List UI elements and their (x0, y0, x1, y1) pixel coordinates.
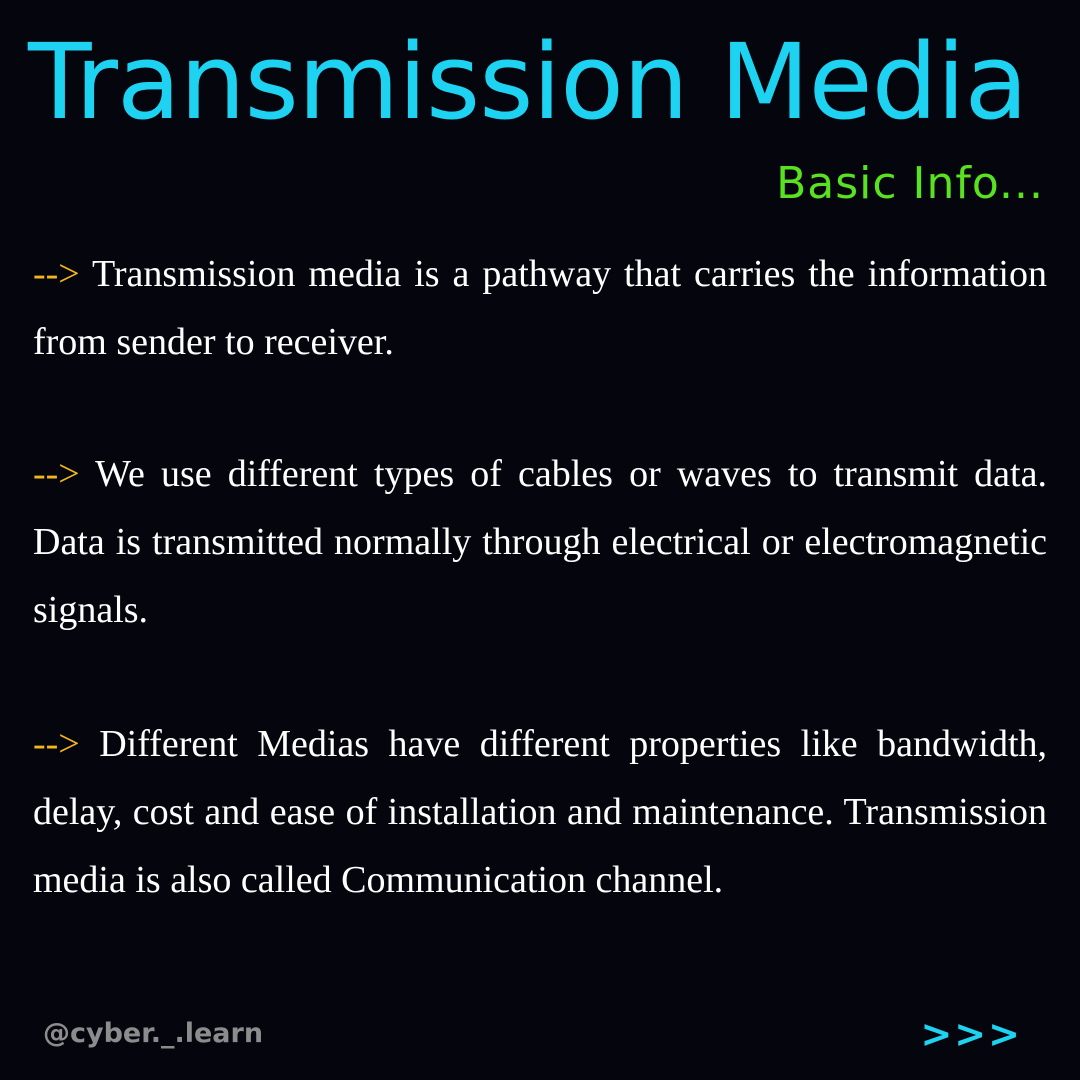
paragraph-1: --> Transmission media is a pathway that… (33, 240, 1047, 376)
next-slide-indicator[interactable]: >>> (920, 1012, 1022, 1056)
paragraph-text: Different Medias have different properti… (33, 723, 1048, 901)
page-title: Transmission Media (28, 21, 1028, 143)
arrow-marker: --> (33, 253, 80, 295)
paragraph-3: --> Different Medias have different prop… (33, 710, 1047, 914)
arrow-marker: --> (33, 453, 80, 495)
paragraph-2: --> We use different types of cables or … (33, 440, 1047, 644)
paragraph-text: Transmission media is a pathway that car… (33, 253, 1047, 363)
arrow-marker: --> (33, 723, 80, 765)
author-handle: @cyber._.learn (43, 1018, 264, 1049)
paragraph-text: We use different types of cables or wave… (33, 453, 1047, 631)
page-subtitle: Basic Info... (776, 158, 1044, 209)
